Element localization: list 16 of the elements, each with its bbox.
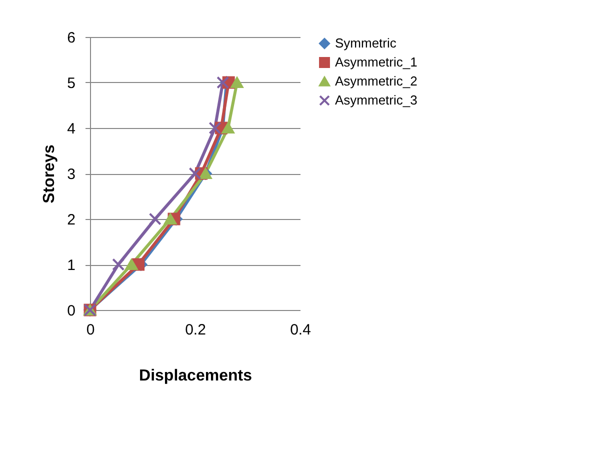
y-tick-label: 6 [67, 30, 76, 46]
x-axis-title: Displacements [139, 368, 252, 384]
legend-label: Asymmetric_3 [335, 92, 418, 108]
x-tick-label: 0.2 [185, 322, 206, 338]
y-tick-label: 3 [67, 166, 76, 183]
x-tick-label: 0 [86, 322, 95, 338]
x-tick-label: 0.4 [290, 322, 311, 338]
legend-label: Symmetric [335, 36, 397, 50]
y-axis-title: Storeys [41, 144, 58, 204]
y-tick-label: 1 [67, 257, 76, 274]
y-tick-label: 0 [67, 302, 76, 320]
y-tick-label: 5 [67, 75, 76, 92]
y-tick-label: 2 [67, 212, 76, 228]
y-tick-label: 4 [67, 120, 76, 138]
legend-label: Asymmetric_2 [335, 74, 418, 88]
legend-label: Asymmetric_1 [335, 54, 418, 70]
